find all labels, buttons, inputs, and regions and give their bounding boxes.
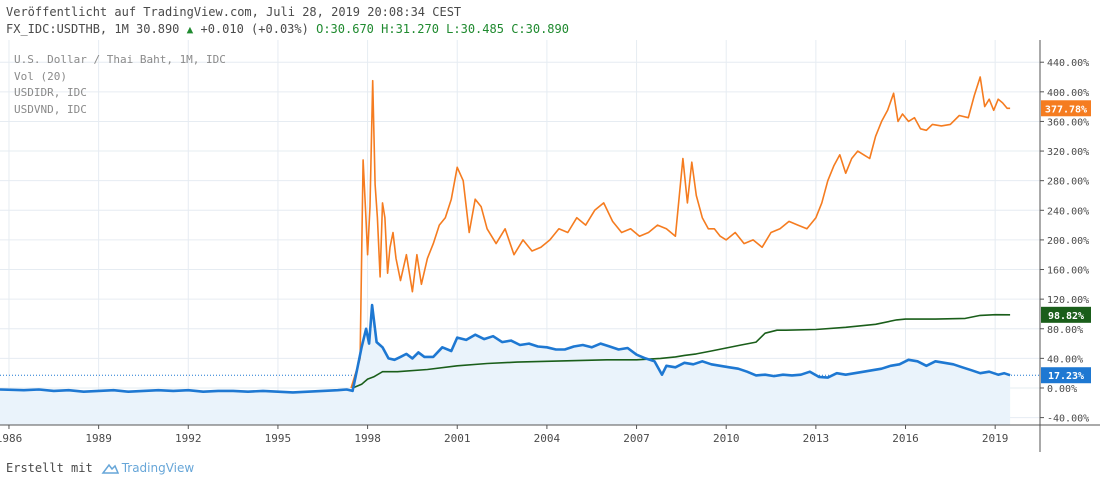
published-line: Veröffentlicht auf TradingView.com, Juli…: [6, 5, 462, 19]
tradingview-brand[interactable]: TradingView: [99, 461, 195, 475]
last-label-text: 377.78%: [1045, 104, 1087, 115]
x-tick-label: 2010: [713, 432, 740, 445]
ohlc-high: H:31.270: [381, 22, 439, 36]
y-tick-label: 360.00%: [1047, 117, 1089, 128]
last-label-box: [1041, 100, 1091, 117]
last-label-text: 98.82%: [1048, 311, 1084, 322]
usdthb-area: [0, 305, 1011, 425]
y-tick-label: 40.00%: [1047, 354, 1083, 365]
usdidr-last-label: 377.78%: [1041, 100, 1091, 117]
ohlc-low: L:30.485: [446, 22, 504, 36]
y-tick-label: 320.00%: [1047, 147, 1089, 158]
y-tick-label: 0.00%: [1047, 384, 1077, 395]
usdvnd-last-label: 98.82%: [1041, 306, 1091, 323]
ohlc-close: C:30.890: [511, 22, 569, 36]
x-tick-label: 2016: [892, 432, 919, 445]
y-tick-label: 120.00%: [1047, 295, 1089, 306]
symbol-ohlc-line: FX_IDC:USDTHB, 1M 30.890 ▲ +0.010 (+0.03…: [6, 22, 569, 36]
x-tick-label: 1989: [85, 432, 112, 445]
x-tick-label: 1992: [175, 432, 202, 445]
up-arrow-icon: ▲: [186, 23, 194, 36]
usdthb-area-fill: [0, 305, 1011, 425]
y-tick-label: 240.00%: [1047, 206, 1089, 217]
x-axis: 1986 1989 1992 1995 1998 2001 2004 2007 2010 2013…: [0, 425, 1008, 445]
y-tick-label: 80.00%: [1047, 325, 1083, 336]
legend-item-usdidr[interactable]: USDIDR, IDC: [14, 86, 87, 99]
x-tick-label: 2019: [982, 432, 1009, 445]
x-tick-label: 2004: [534, 432, 561, 445]
legend-item-usdthb[interactable]: U.S. Dollar / Thai Baht, 1M, IDC: [14, 53, 226, 66]
footer: Erstellt mit TradingView: [6, 461, 194, 475]
y-axis: 440.00% 400.00% 360.00% 320.00% 280.00% 240.0…: [1040, 58, 1089, 425]
x-tick-label: 1986: [0, 432, 22, 445]
tradingview-cloud-icon: [101, 463, 119, 474]
x-tick-label: 2007: [623, 432, 650, 445]
chart-legend: U.S. Dollar / Thai Baht, 1M, IDC Vol (20…: [14, 52, 226, 118]
usdthb-last-label: 17.23%: [1041, 367, 1091, 384]
symbol-price: FX_IDC:USDTHB, 1M 30.890: [6, 22, 180, 36]
last-value-labels: 377.78% 98.82% 17.23%: [1041, 100, 1091, 384]
x-tick-label: 1995: [265, 432, 292, 445]
y-tick-label: -40.00%: [1047, 414, 1089, 425]
x-tick-label: 1998: [354, 432, 381, 445]
x-tick-label: 2013: [803, 432, 830, 445]
price-change: +0.010 (+0.03%): [200, 22, 309, 36]
usdthb-line[interactable]: [0, 303, 1011, 394]
legend-item-usdvnd[interactable]: USDVND, IDC: [14, 102, 87, 116]
y-tick-label: 280.00%: [1047, 177, 1089, 188]
last-label-box: [1041, 367, 1091, 384]
y-tick-label: 400.00%: [1047, 88, 1089, 99]
series-lines: [0, 76, 1011, 394]
last-label-text: 17.23%: [1048, 371, 1084, 382]
x-tick-label: 2001: [444, 432, 471, 445]
tradingview-brand-text: TradingView: [121, 461, 195, 475]
y-tick-label: 440.00%: [1047, 58, 1089, 69]
y-tick-label: 160.00%: [1047, 266, 1089, 277]
usdidr-line[interactable]: [350, 76, 1011, 389]
y-tick-label: 200.00%: [1047, 236, 1089, 247]
created-with-label: Erstellt mit: [6, 461, 93, 475]
ohlc-open: O:30.670: [316, 22, 374, 36]
legend-item-volume[interactable]: Vol (20): [14, 69, 67, 83]
last-label-box: [1041, 306, 1091, 323]
usdvnd-line[interactable]: [352, 313, 1011, 389]
